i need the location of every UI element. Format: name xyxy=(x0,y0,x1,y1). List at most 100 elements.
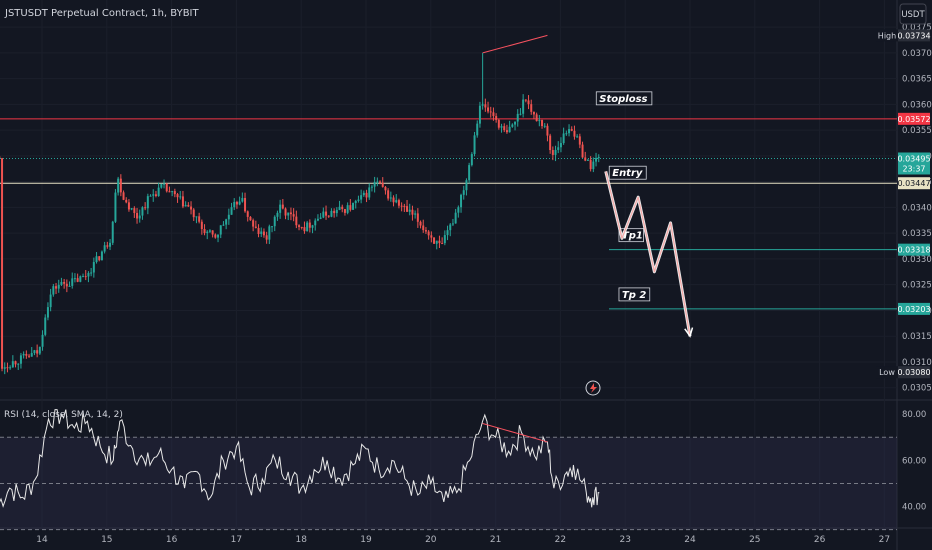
candle-body xyxy=(330,210,333,217)
candle-body xyxy=(530,104,533,112)
candle-body xyxy=(581,144,584,158)
candle-body xyxy=(198,216,201,222)
candle-body xyxy=(14,361,17,365)
time-tick-label: 27 xyxy=(879,535,890,545)
candle-body xyxy=(71,278,74,286)
candle-body xyxy=(138,215,141,219)
candle-body xyxy=(446,230,449,236)
candle-body xyxy=(109,242,112,247)
candle-body xyxy=(122,192,125,200)
candle-body xyxy=(252,220,255,227)
candle-body xyxy=(238,201,241,205)
candle-body xyxy=(576,136,579,138)
candle-body xyxy=(160,183,163,188)
currency-button[interactable] xyxy=(899,3,927,25)
candle-body xyxy=(551,150,554,155)
candle-body xyxy=(22,353,25,356)
candle-body xyxy=(441,243,444,245)
candle-body xyxy=(387,190,390,199)
candle-body xyxy=(141,207,144,216)
candle-body xyxy=(476,123,479,136)
candle-body xyxy=(190,206,193,210)
candle-body xyxy=(376,181,379,183)
time-tick-label: 14 xyxy=(36,535,48,545)
overlays: Stoploss Entry Tp1 Tp 2 xyxy=(482,34,694,338)
level-price-tag xyxy=(898,112,930,125)
candle-body xyxy=(365,192,368,198)
candle-body xyxy=(349,205,352,210)
candle-body xyxy=(451,223,454,225)
level-price-tag xyxy=(898,302,930,315)
candle-body xyxy=(46,307,49,318)
candle-body xyxy=(203,229,206,234)
candle-body xyxy=(325,211,328,216)
candle-body xyxy=(111,221,114,243)
candle-body xyxy=(57,284,60,289)
price-tick-label: 0.03050 xyxy=(902,384,932,394)
level-price-label: 0.03203 xyxy=(897,305,930,314)
candle-body xyxy=(311,225,314,228)
rsi-line xyxy=(0,409,600,508)
candle-body xyxy=(136,212,139,219)
candle-body xyxy=(597,156,600,158)
candle-body xyxy=(146,196,149,209)
candle-body xyxy=(235,201,238,205)
candle-body xyxy=(389,197,392,199)
candle-body xyxy=(595,157,598,162)
candle-body xyxy=(460,194,463,208)
candle-body xyxy=(219,225,222,235)
time-tick-label: 21 xyxy=(490,535,501,545)
candle-body xyxy=(357,199,360,201)
rsi-label: RSI (14, close, SMA, 14, 2) xyxy=(4,410,123,420)
candle-body xyxy=(419,221,422,226)
high-value-bg xyxy=(898,29,930,42)
candle-body xyxy=(565,133,568,135)
candle-body xyxy=(303,227,306,232)
level-price-tag xyxy=(898,177,930,190)
candle-body xyxy=(568,129,571,134)
candle-body xyxy=(381,182,384,187)
candle-body xyxy=(316,218,319,221)
candle-body xyxy=(257,227,260,234)
candle-body xyxy=(500,126,503,128)
candle-body xyxy=(76,278,79,282)
candle-body xyxy=(244,198,247,212)
current-price-value: 0.03495 xyxy=(897,154,930,163)
candle-body xyxy=(411,209,414,215)
candle-body xyxy=(306,222,309,232)
candle-body xyxy=(106,245,109,247)
candle-body xyxy=(233,201,236,208)
candle-body xyxy=(408,209,411,212)
candle-body xyxy=(430,235,433,238)
candle-body xyxy=(535,114,538,122)
candle-body xyxy=(30,353,33,357)
candle-body xyxy=(103,245,106,252)
rsi-divergence-line xyxy=(482,422,548,443)
candle-body xyxy=(341,206,344,210)
candle-body xyxy=(522,99,525,114)
candle-body xyxy=(422,225,425,231)
candle-body xyxy=(527,100,530,105)
candle-body xyxy=(222,224,225,226)
candle-body xyxy=(276,212,279,217)
candle-body xyxy=(298,225,301,227)
candle-body xyxy=(230,207,233,215)
candle-body xyxy=(403,205,406,207)
time-tick-label: 19 xyxy=(360,535,372,545)
candle-body xyxy=(497,119,500,128)
bolt-icon[interactable] xyxy=(585,380,601,396)
candle-body xyxy=(44,317,47,335)
candle-body xyxy=(55,286,58,289)
candle-body xyxy=(360,195,363,200)
candle-body xyxy=(119,178,122,193)
candle-body xyxy=(11,361,14,368)
candle-body xyxy=(511,124,514,127)
candle-body xyxy=(352,203,355,210)
candle-body xyxy=(333,210,336,214)
candle-body xyxy=(433,237,436,244)
